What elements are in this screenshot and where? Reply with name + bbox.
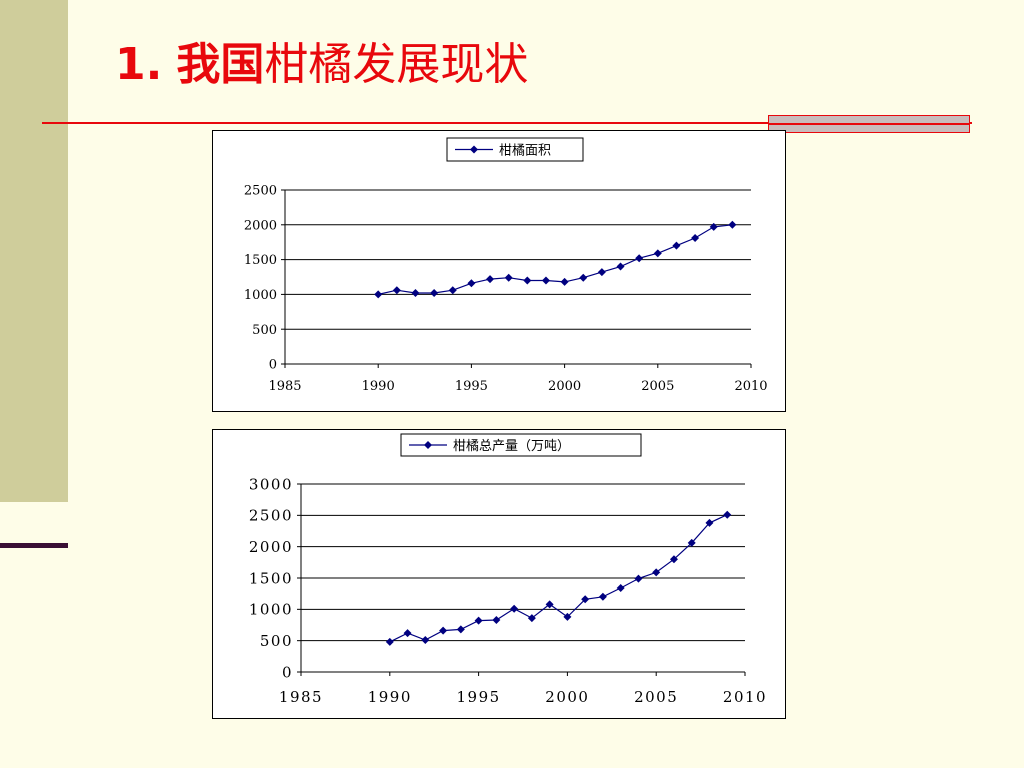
y-tick-label: 0	[282, 663, 293, 681]
data-point	[439, 626, 448, 635]
data-point	[616, 262, 625, 271]
data-point	[504, 273, 513, 282]
y-tick-label: 2000	[244, 218, 277, 233]
title-rest-part: 柑橘发展现状	[264, 39, 529, 90]
legend-box	[446, 137, 584, 162]
data-point	[705, 518, 714, 527]
legend: 柑橘总产量（万吨）	[400, 433, 642, 457]
data-point	[687, 538, 696, 547]
x-tick-label: 1995	[457, 688, 501, 706]
title-number: 1.	[115, 39, 163, 90]
data-point	[598, 592, 607, 601]
data-point	[669, 555, 678, 564]
data-point	[411, 289, 420, 298]
sidebar-dash-decoration	[0, 543, 68, 548]
legend: 柑橘面积	[446, 137, 584, 162]
legend-label: 柑橘面积	[499, 143, 551, 159]
data-point	[392, 286, 401, 295]
area-chart-panel: 柑橘面积 0 500 1000 1500 2000 2500 1985 1990 1995 2000…	[212, 130, 786, 412]
data-point	[563, 612, 572, 621]
data-point	[616, 584, 625, 593]
y-tick-label: 2500	[244, 184, 277, 199]
x-tick-label: 1985	[268, 379, 301, 394]
data-point	[486, 275, 495, 284]
x-tick-label: 2010	[734, 379, 767, 394]
legend-marker	[470, 145, 478, 154]
data-point	[492, 615, 501, 624]
x-tick-label: 1985	[279, 688, 323, 706]
x-tick-label: 2005	[641, 379, 674, 394]
y-tick-label: 3000	[249, 475, 293, 493]
data-point	[510, 604, 519, 613]
y-tick-label: 500	[252, 323, 277, 338]
data-point	[448, 286, 457, 295]
y-tick-label: 0	[269, 358, 277, 373]
legend-box	[400, 433, 642, 457]
data-point	[385, 637, 394, 646]
legend-marker	[424, 441, 432, 449]
data-point	[597, 268, 606, 277]
data-point	[527, 614, 536, 623]
data-point	[374, 290, 383, 299]
y-tick-label: 2500	[249, 507, 293, 525]
data-point	[545, 600, 554, 609]
data-point	[672, 241, 681, 250]
data-point	[728, 220, 737, 229]
data-point	[523, 276, 532, 285]
data-point	[560, 277, 569, 286]
title-underline	[42, 122, 972, 124]
data-point	[474, 616, 483, 625]
x-tick-label: 2000	[548, 379, 581, 394]
data-point	[635, 254, 644, 263]
x-tick-label: 1995	[455, 379, 488, 394]
y-tick-label: 1500	[249, 569, 293, 587]
legend-label: 柑橘总产量（万吨）	[453, 438, 570, 454]
data-point	[653, 249, 662, 258]
data-point	[581, 595, 590, 604]
data-point	[467, 279, 476, 288]
x-tick-label: 2005	[634, 688, 678, 706]
data-point	[430, 289, 439, 298]
data-point	[723, 510, 732, 519]
data-point	[403, 629, 412, 638]
sidebar-decoration	[0, 0, 68, 502]
data-point	[579, 273, 588, 282]
x-tick-label: 1990	[368, 688, 412, 706]
y-tick-label: 500	[260, 632, 293, 650]
y-tick-label: 1000	[249, 601, 293, 619]
data-point	[691, 234, 700, 243]
y-tick-label: 2000	[249, 538, 293, 556]
page-title: 1. 我国柑橘发展现状	[115, 30, 528, 100]
data-point	[541, 276, 550, 285]
y-tick-label: 1000	[244, 288, 277, 303]
data-point	[709, 222, 718, 231]
title-underline-box	[768, 115, 970, 133]
data-point	[456, 625, 465, 634]
x-tick-label: 2010	[723, 688, 767, 706]
area-chart: 柑橘面积 0 500 1000 1500 2000 2500 1985 1990 1995 2000…	[244, 137, 768, 394]
production-chart: 柑橘总产量（万吨） 0 500 1000 1500 2000 2500 3000 1985 199…	[249, 433, 767, 706]
data-point	[421, 636, 430, 645]
x-tick-label: 2000	[545, 688, 589, 706]
y-tick-label: 1500	[244, 253, 277, 268]
data-point	[634, 574, 643, 583]
x-tick-label: 1990	[362, 379, 395, 394]
data-point	[652, 568, 661, 577]
title-bold-part: 我国	[176, 39, 265, 90]
production-chart-panel: 柑橘总产量（万吨） 0 500 1000 1500 2000 2500 3000 1985 199…	[212, 429, 786, 719]
